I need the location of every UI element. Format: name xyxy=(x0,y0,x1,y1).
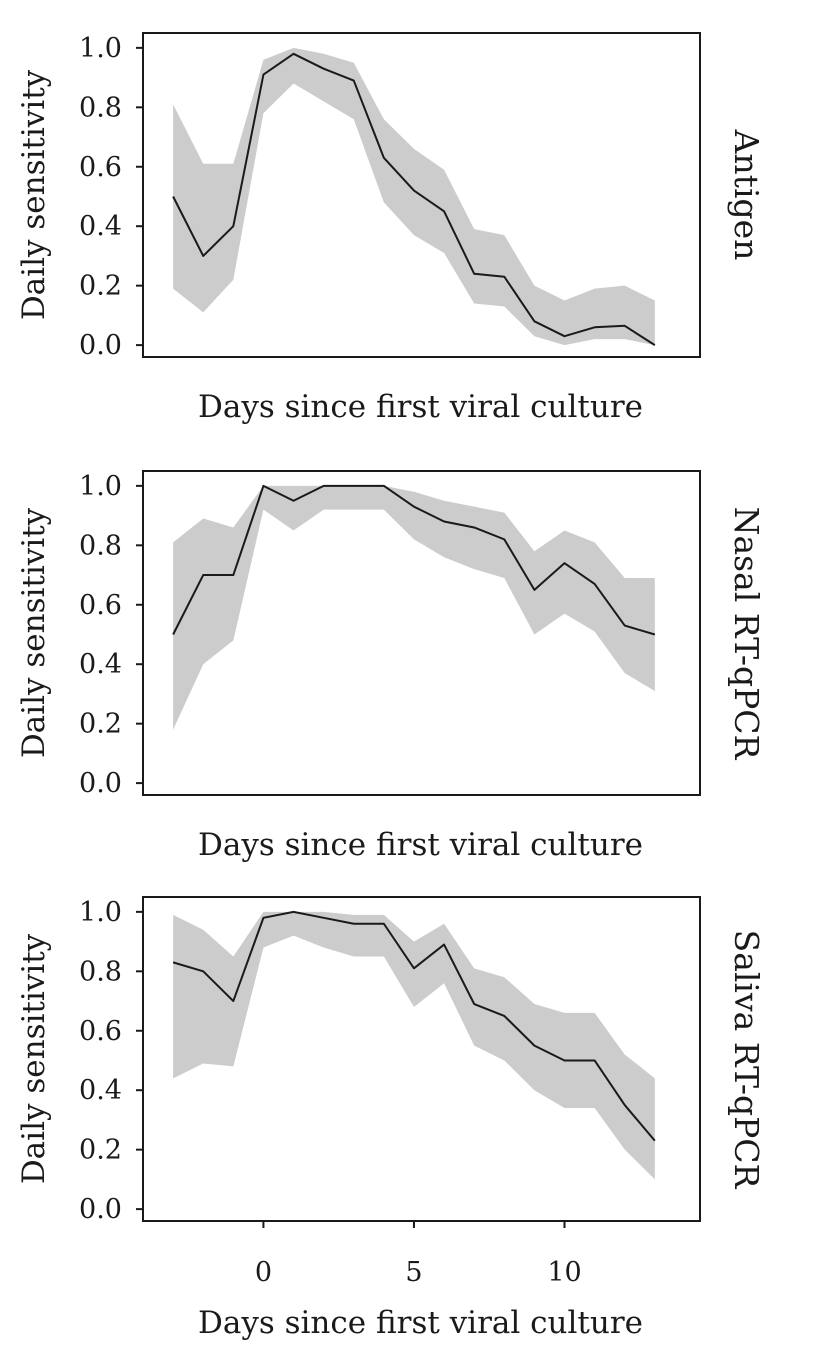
y-axis-label-2: Daily sensitivity xyxy=(16,933,52,1184)
y-tick-label-2-2: 0.4 xyxy=(79,1075,122,1106)
y-tick-label-2-4: 0.8 xyxy=(79,956,122,987)
y-axis-label-1: Daily sensitivity xyxy=(16,507,52,758)
series-line-0-0 xyxy=(172,52,656,346)
panel-label-1: Nasal RT-qPCR xyxy=(727,507,766,761)
x-axis-label-0: Days since first viral culture xyxy=(198,389,643,425)
y-axis-label-0: Daily sensitivity xyxy=(16,69,52,320)
x-tick-label-2-2: 10 xyxy=(547,1257,581,1288)
confidence-band-1-0 xyxy=(173,485,655,730)
x-tick-label-2-1: 5 xyxy=(405,1257,422,1288)
panel-label-2: Saliva RT-qPCR xyxy=(727,930,766,1190)
panel-2: 0.0 0.2 0.4 0.6 0.8 1.0 0 5 10 Daily sensitivity D… xyxy=(16,896,766,1341)
y-tick-label-0-3: 0.6 xyxy=(79,152,122,183)
panel-label-0: Antigen xyxy=(727,129,766,261)
confidence-band-2-0 xyxy=(173,911,655,1180)
y-tick-label-0-0: 0.0 xyxy=(79,330,122,361)
y-tick-label-0-1: 0.2 xyxy=(79,271,122,302)
x-axis-label-1: Days since first viral culture xyxy=(198,827,643,863)
y-tick-label-2-5: 1.0 xyxy=(79,897,122,928)
y-tick-label-2-1: 0.2 xyxy=(79,1135,122,1166)
panel-0: 0.0 0.2 0.4 0.6 0.8 1.0 Daily sensitivity Days … xyxy=(16,32,766,425)
series-line-2-0 xyxy=(172,910,656,1142)
y-tick-label-0-2: 0.4 xyxy=(79,211,122,242)
y-tick-label-2-0: 0.0 xyxy=(79,1194,122,1225)
y-tick-label-1-1: 0.2 xyxy=(79,709,122,740)
y-tick-label-0-5: 1.0 xyxy=(79,33,122,64)
y-tick-label-0-4: 0.8 xyxy=(79,92,122,123)
series-line-1-0 xyxy=(172,484,656,636)
plot-frame-0 xyxy=(142,32,701,358)
plot-frame-1 xyxy=(142,470,701,796)
plot-frame-2 xyxy=(142,896,701,1222)
y-tick-label-1-2: 0.4 xyxy=(79,649,122,680)
confidence-band-0-0 xyxy=(173,47,655,346)
y-tick-label-1-4: 0.8 xyxy=(79,530,122,561)
x-tick-label-2-0: 0 xyxy=(255,1257,272,1288)
panel-1: 0.0 0.2 0.4 0.6 0.8 1.0 Daily sensitivity Days … xyxy=(16,470,766,863)
x-axis-label-2: Days since first viral culture xyxy=(198,1305,643,1341)
y-tick-label-1-0: 0.0 xyxy=(79,768,122,799)
y-tick-label-1-5: 1.0 xyxy=(79,471,122,502)
y-tick-label-1-3: 0.6 xyxy=(79,590,122,621)
y-tick-label-2-3: 0.6 xyxy=(79,1016,122,1047)
